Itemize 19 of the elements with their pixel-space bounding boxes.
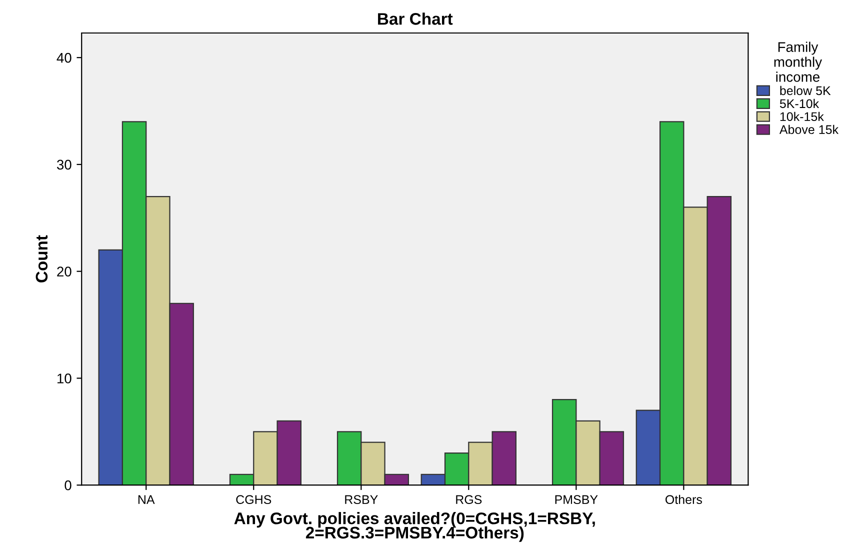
legend-label: 5K-10k [780,98,820,108]
y-tick-label: 30 [56,160,72,170]
y-tick-label: 40 [56,52,72,63]
y-tick-label: 10 [57,374,72,384]
y-axis-title: Count [36,235,48,282]
legend-label: below 5K [780,86,831,96]
x-tick-label: PMSBY [555,495,598,504]
x-axis-title: Any Govt. policies availed?(0=CGHS,1=RSBY, 2=RGS.3=PMSBY.4=Others) [234,512,595,542]
x-tick-label: RSBY [345,495,378,504]
y-tick-label: 20 [57,266,72,277]
x-tick-label: CGHS [236,495,272,504]
legend-title: Family monthly income [774,42,822,82]
legend-label: 10k-15k [780,112,824,122]
y-tick-label: 0 [64,480,72,490]
chart-title: Bar Chart [378,12,453,25]
x-tick-label: NA [138,495,155,504]
x-tick-label: Others [666,494,702,504]
x-tick-label: RGS [456,495,482,504]
legend-label: Above 15k [779,124,839,134]
